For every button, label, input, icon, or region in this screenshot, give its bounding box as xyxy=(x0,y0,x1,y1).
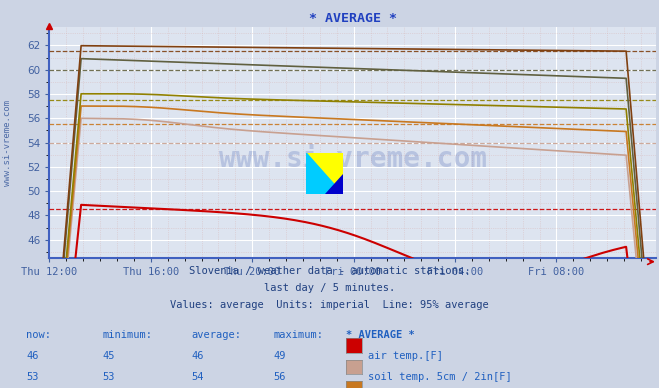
Text: now:: now: xyxy=(26,330,51,340)
Text: Values: average  Units: imperial  Line: 95% average: Values: average Units: imperial Line: 95… xyxy=(170,300,489,310)
Polygon shape xyxy=(306,153,343,194)
Text: 46: 46 xyxy=(26,351,39,361)
Text: 53: 53 xyxy=(102,372,115,383)
Text: average:: average: xyxy=(191,330,241,340)
Text: last day / 5 minutes.: last day / 5 minutes. xyxy=(264,283,395,293)
Text: soil temp. 5cm / 2in[F]: soil temp. 5cm / 2in[F] xyxy=(368,372,511,383)
Text: 46: 46 xyxy=(191,351,204,361)
Text: air temp.[F]: air temp.[F] xyxy=(368,351,443,361)
Text: www.si-vreme.com: www.si-vreme.com xyxy=(219,145,486,173)
Text: 49: 49 xyxy=(273,351,286,361)
Text: * AVERAGE *: * AVERAGE * xyxy=(346,330,415,340)
Polygon shape xyxy=(306,153,343,194)
Text: maximum:: maximum: xyxy=(273,330,324,340)
Text: 56: 56 xyxy=(273,372,286,383)
Text: Slovenia / weather data - automatic stations.: Slovenia / weather data - automatic stat… xyxy=(189,265,470,275)
Title: * AVERAGE *: * AVERAGE * xyxy=(308,12,397,24)
Text: 53: 53 xyxy=(26,372,39,383)
Polygon shape xyxy=(325,174,343,194)
Text: 45: 45 xyxy=(102,351,115,361)
Text: www.si-vreme.com: www.si-vreme.com xyxy=(3,100,13,185)
Text: minimum:: minimum: xyxy=(102,330,152,340)
Text: 54: 54 xyxy=(191,372,204,383)
